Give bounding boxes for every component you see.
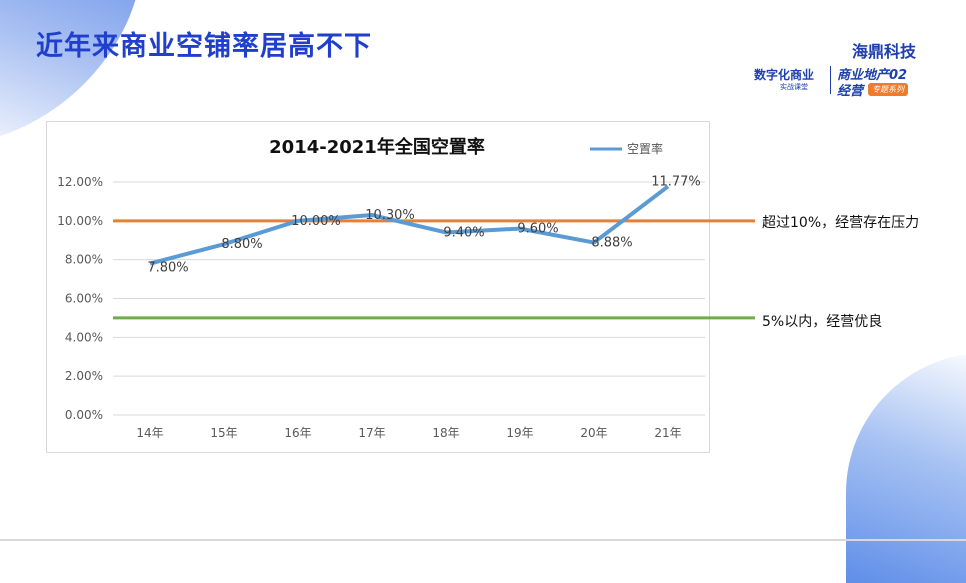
x-tick-label: 21年 (654, 426, 681, 440)
y-tick-label: 12.00% (57, 175, 103, 189)
y-tick-label: 10.00% (57, 214, 103, 228)
x-tick-label: 14年 (136, 426, 163, 440)
data-label: 11.77% (651, 174, 701, 189)
x-tick-label: 16年 (284, 426, 311, 440)
y-tick-label: 6.00% (65, 292, 103, 306)
vacancy-rate-chart: 2014-2021年全国空置率 空置率 0.00% 2.00% 4.00% 6.00% 8.… (0, 0, 966, 543)
annotation-pressure: 超过10%，经营存在压力 (762, 212, 919, 232)
y-tick-label: 4.00% (65, 330, 103, 344)
y-tick-label: 0.00% (65, 408, 103, 422)
x-tick-label: 18年 (432, 426, 459, 440)
x-tick-label: 20年 (580, 426, 607, 440)
data-label: 9.60% (517, 222, 558, 237)
data-label: 7.80% (147, 261, 188, 276)
data-label: 10.30% (365, 208, 415, 223)
chart-title: 2014-2021年全国空置率 (269, 136, 485, 158)
data-label: 8.80% (221, 237, 262, 252)
y-tick-label: 2.00% (65, 369, 103, 383)
annotation-good: 5%以内，经营优良 (762, 311, 882, 331)
data-label: 8.88% (591, 236, 632, 251)
x-tick-label: 17年 (358, 426, 385, 440)
data-label: 10.00% (291, 214, 341, 229)
legend-label: 空置率 (627, 141, 663, 156)
data-label: 9.40% (443, 225, 484, 240)
y-tick-label: 8.00% (65, 253, 103, 267)
x-tick-label: 19年 (506, 426, 533, 440)
x-tick-label: 15年 (210, 426, 237, 440)
